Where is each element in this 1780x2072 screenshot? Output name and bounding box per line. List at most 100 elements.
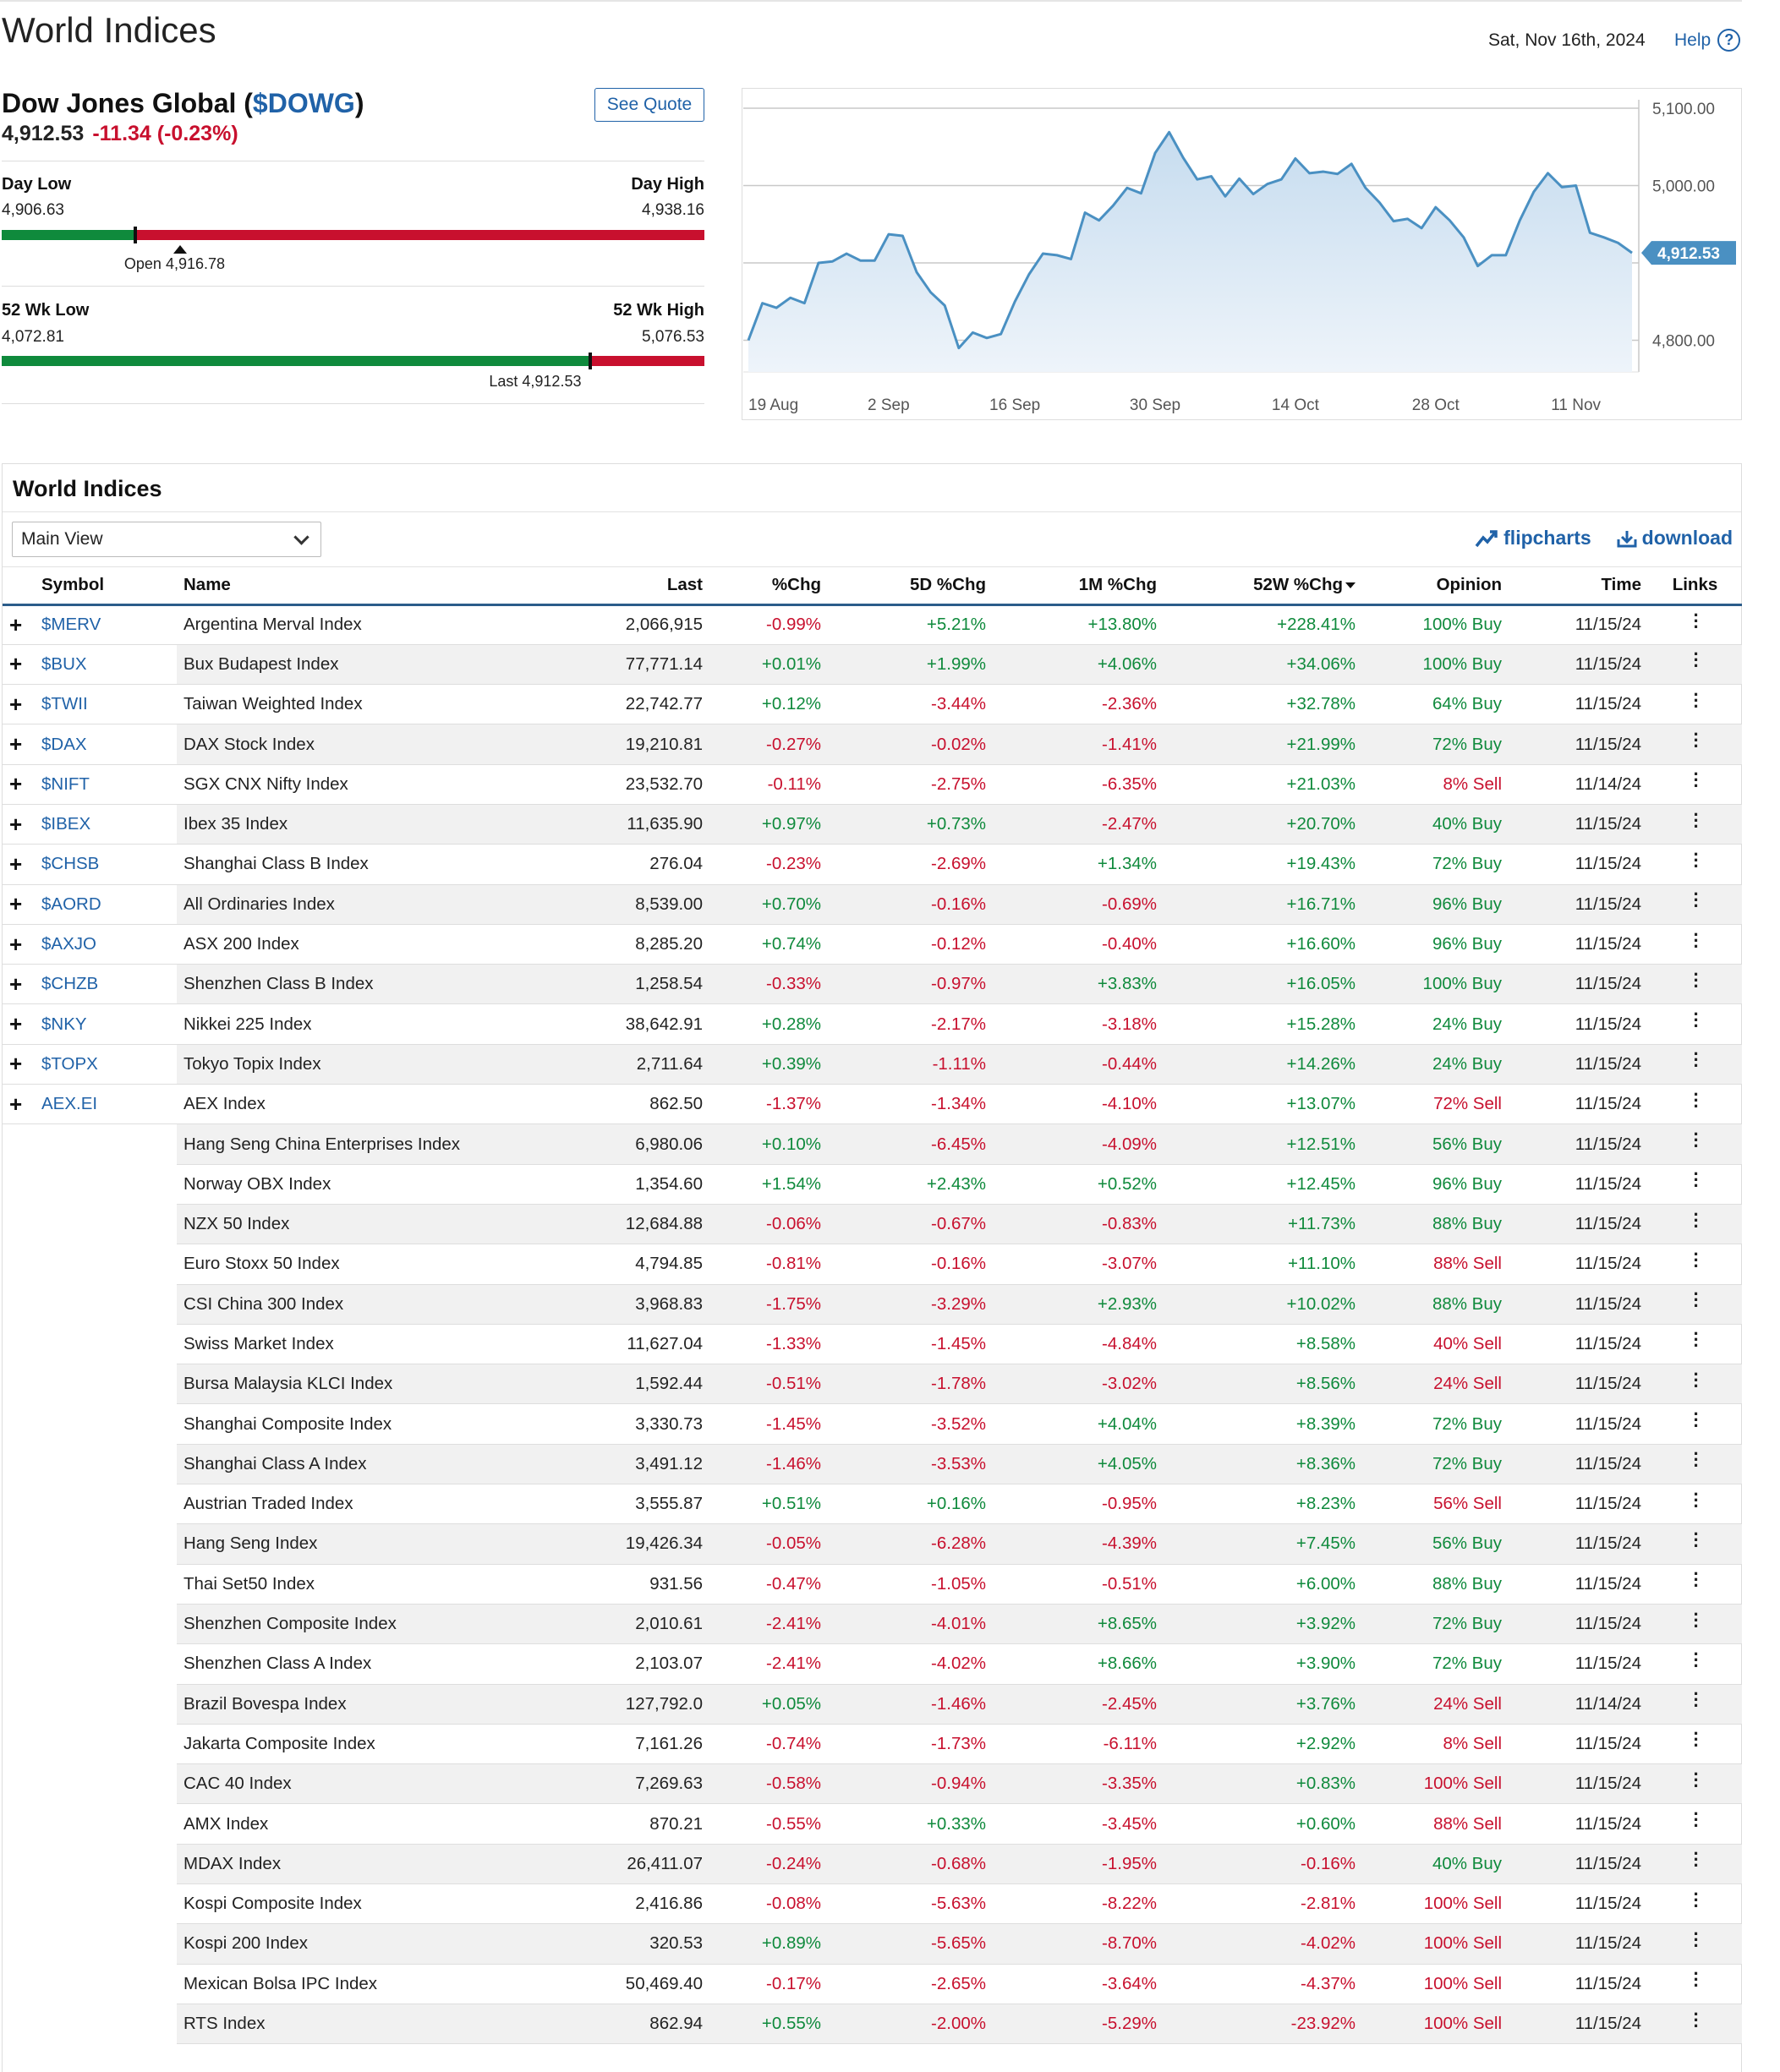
table-row[interactable]: Kospi Composite Index 2,416.86 -0.08% -5.63… — [3, 1883, 1742, 1925]
table-row[interactable]: Brazil Bovespa Index 127,792.0 +0.05% -1.46… — [3, 1683, 1742, 1725]
price-chart[interactable]: 5,100.00 5,000.00 4,800.00 19 Aug 2 Sep 16 Se… — [742, 88, 1742, 420]
more-vertical-icon[interactable]: · · · — [1693, 1043, 1700, 1077]
more-vertical-icon[interactable]: · · · — [1693, 643, 1700, 677]
header-opinion[interactable]: Opinion — [1362, 567, 1509, 606]
table-row[interactable]: Thai Set50 Index 931.56 -0.47% -1.05% -0.51%… — [3, 1563, 1742, 1605]
table-row[interactable]: + $BUX Bux Budapest Index 77,771.14 +0.01% +1… — [3, 643, 1742, 686]
table-row[interactable]: + $NIFT SGX CNX Nifty Index 23,532.70 -0.11%… — [3, 763, 1742, 805]
table-row[interactable]: CAC 40 Index 7,269.63 -0.58% -0.94% -3.35% +0… — [3, 1763, 1742, 1805]
table-row[interactable]: + $IBEX Ibex 35 Index 11,635.90 +0.97% +0.73%… — [3, 804, 1742, 845]
header-symbol[interactable]: Symbol — [35, 567, 177, 606]
plus-icon[interactable]: + — [9, 1091, 23, 1117]
download-link[interactable]: download — [1617, 527, 1733, 549]
more-vertical-icon[interactable]: · · · — [1693, 1363, 1700, 1397]
more-vertical-icon[interactable]: · · · — [1693, 1283, 1700, 1317]
table-row[interactable]: Hang Seng China Enterprises Index 6,980.0… — [3, 1123, 1742, 1165]
symbol-link[interactable]: $TWII — [41, 694, 88, 714]
table-row[interactable]: Shenzhen Composite Index 2,010.61 -2.41% -4… — [3, 1603, 1742, 1645]
symbol-link[interactable]: $NKY — [41, 1014, 87, 1034]
table-row[interactable]: + $TOPX Tokyo Topix Index 2,711.64 +0.39% -1.… — [3, 1043, 1742, 1085]
symbol-link[interactable]: $CHSB — [41, 854, 100, 874]
table-row[interactable]: Shanghai Composite Index 3,330.73 -1.45% -3… — [3, 1403, 1742, 1445]
plus-icon[interactable]: + — [9, 1011, 23, 1037]
see-quote-button[interactable]: See Quote — [594, 88, 704, 122]
flipcharts-link[interactable]: flipcharts — [1475, 527, 1591, 549]
more-vertical-icon[interactable]: · · · — [1693, 843, 1700, 877]
table-row[interactable]: + $AORD All Ordinaries Index 8,539.00 +0.70%… — [3, 883, 1742, 925]
plus-icon[interactable]: + — [9, 811, 23, 837]
plus-icon[interactable]: + — [9, 931, 23, 957]
more-vertical-icon[interactable]: · · · — [1693, 1643, 1700, 1676]
more-vertical-icon[interactable]: · · · — [1693, 883, 1700, 917]
more-vertical-icon[interactable]: · · · — [1693, 1003, 1700, 1037]
more-vertical-icon[interactable]: · · · — [1693, 1083, 1700, 1117]
table-row[interactable]: Shenzhen Class A Index 2,103.07 -2.41% -4.0… — [3, 1643, 1742, 1685]
more-vertical-icon[interactable]: · · · — [1693, 1723, 1700, 1757]
header-time[interactable]: Time — [1509, 567, 1648, 606]
table-row[interactable]: CSI China 300 Index 3,968.83 -1.75% -3.29% +… — [3, 1283, 1742, 1325]
table-row[interactable]: Hang Seng Index 19,426.34 -0.05% -6.28% -4.3… — [3, 1523, 1742, 1565]
table-row[interactable]: + $TWII Taiwan Weighted Index 22,742.77 +0.1… — [3, 684, 1742, 725]
plus-icon[interactable]: + — [9, 891, 23, 917]
more-vertical-icon[interactable]: · · · — [1693, 1683, 1700, 1717]
symbol-link[interactable]: $IBEX — [41, 814, 91, 834]
plus-icon[interactable]: + — [9, 731, 23, 757]
more-vertical-icon[interactable]: · · · — [1693, 1403, 1700, 1437]
more-vertical-icon[interactable]: · · · — [1693, 963, 1700, 997]
more-vertical-icon[interactable]: · · · — [1693, 1123, 1700, 1156]
table-row[interactable]: + $NKY Nikkei 225 Index 38,642.91 +0.28% -2.1… — [3, 1003, 1742, 1045]
symbol-link[interactable]: AEX.EI — [41, 1094, 98, 1114]
table-row[interactable]: + AEX.EI AEX Index 862.50 -1.37% -1.34% -4.10%… — [3, 1083, 1742, 1125]
header-last[interactable]: Last — [490, 567, 709, 606]
symbol-link[interactable]: $DAX — [41, 734, 87, 754]
more-vertical-icon[interactable]: · · · — [1693, 1763, 1700, 1796]
table-row[interactable]: Bursa Malaysia KLCI Index 1,592.44 -0.51% -… — [3, 1363, 1742, 1405]
header-pct-chg[interactable]: %Chg — [709, 567, 828, 606]
quote-symbol-link[interactable]: $DOWG — [252, 88, 355, 118]
help-link[interactable]: Help ? — [1674, 29, 1741, 52]
table-row[interactable]: Jakarta Composite Index 7,161.26 -0.74% -1.… — [3, 1723, 1742, 1765]
table-row[interactable]: MDAX Index 26,411.07 -0.24% -0.68% -1.95% -0.… — [3, 1844, 1742, 1885]
header-1m-chg[interactable]: 1M %Chg — [993, 567, 1164, 606]
more-vertical-icon[interactable]: · · · — [1693, 1483, 1700, 1517]
plus-icon[interactable]: + — [9, 771, 23, 797]
more-vertical-icon[interactable]: · · · — [1693, 1883, 1700, 1916]
more-vertical-icon[interactable]: · · · — [1693, 604, 1700, 637]
more-vertical-icon[interactable]: · · · — [1693, 1803, 1700, 1837]
table-row[interactable]: + $CHSB Shanghai Class B Index 276.04 -0.23%… — [3, 843, 1742, 885]
table-row[interactable]: Austrian Traded Index 3,555.87 +0.51% +0.16… — [3, 1483, 1742, 1525]
more-vertical-icon[interactable]: · · · — [1693, 724, 1700, 757]
table-row[interactable]: + $AXJO ASX 200 Index 8,285.20 +0.74% -0.12% -… — [3, 924, 1742, 965]
symbol-link[interactable]: $NIFT — [41, 774, 90, 794]
symbol-link[interactable]: $MERV — [41, 615, 101, 635]
header-52w-chg[interactable]: 52W %Chg — [1164, 567, 1362, 606]
more-vertical-icon[interactable]: · · · — [1693, 1443, 1700, 1477]
table-row[interactable]: Euro Stoxx 50 Index 4,794.85 -0.81% -0.16% -… — [3, 1244, 1742, 1285]
plus-icon[interactable]: + — [9, 691, 23, 717]
table-row[interactable]: Kospi 200 Index 320.53 +0.89% -5.65% -8.70% -… — [3, 1923, 1742, 1965]
symbol-link[interactable]: $AORD — [41, 894, 101, 914]
table-row[interactable]: RTS Index 862.94 +0.55% -2.00% -5.29% -23.92%… — [3, 2003, 1742, 2045]
table-row[interactable]: + $CHZB Shenzhen Class B Index 1,258.54 -0.3… — [3, 963, 1742, 1005]
table-row[interactable]: Mexican Bolsa IPC Index 50,469.40 -0.17% -2… — [3, 1964, 1742, 2004]
table-row[interactable]: Swiss Market Index 11,627.04 -1.33% -1.45% -… — [3, 1323, 1742, 1365]
symbol-link[interactable]: $CHZB — [41, 974, 99, 994]
plus-icon[interactable]: + — [9, 970, 23, 997]
header-5d-chg[interactable]: 5D %Chg — [828, 567, 993, 606]
more-vertical-icon[interactable]: · · · — [1693, 2003, 1700, 2036]
more-vertical-icon[interactable]: · · · — [1693, 1163, 1700, 1197]
more-vertical-icon[interactable]: · · · — [1693, 1323, 1700, 1357]
more-vertical-icon[interactable]: · · · — [1693, 1523, 1700, 1556]
view-select[interactable]: Main View — [12, 522, 321, 557]
plus-icon[interactable]: + — [9, 850, 23, 877]
table-row[interactable]: NZX 50 Index 12,684.88 -0.06% -0.67% -0.83% +… — [3, 1204, 1742, 1245]
header-name[interactable]: Name — [177, 567, 490, 606]
more-vertical-icon[interactable]: · · · — [1693, 1563, 1700, 1597]
symbol-link[interactable]: $TOPX — [41, 1053, 98, 1074]
more-vertical-icon[interactable]: · · · — [1693, 763, 1700, 797]
plus-icon[interactable]: + — [9, 1051, 23, 1077]
symbol-link[interactable]: $AXJO — [41, 934, 96, 954]
more-vertical-icon[interactable]: · · · — [1693, 1603, 1700, 1637]
more-vertical-icon[interactable]: · · · — [1693, 1963, 1700, 1997]
table-row[interactable]: + $MERV Argentina Merval Index 2,066,915 -0.… — [3, 604, 1742, 645]
